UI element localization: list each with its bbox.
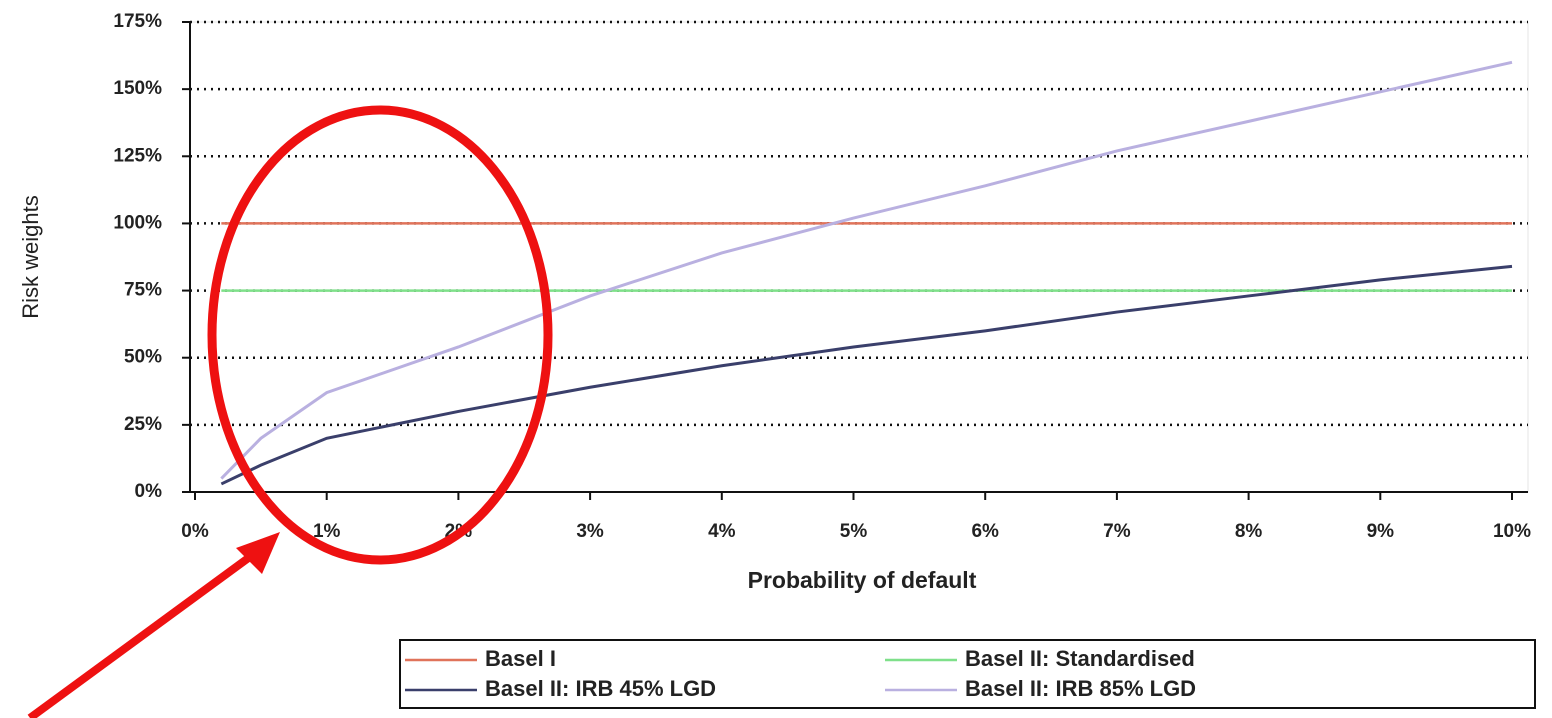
x-tick-label: 4%	[708, 521, 736, 542]
x-tick-label: 6%	[971, 521, 999, 542]
series-line	[220, 264, 1513, 486]
legend-label: Basel II: IRB 85% LGD	[965, 676, 1196, 701]
annotation-arrowhead	[236, 532, 280, 574]
y-tick-label: 175%	[113, 11, 162, 32]
legend-label: Basel II: Standardised	[965, 646, 1195, 671]
y-axis-label: Risk weights	[18, 195, 43, 318]
y-tick-label: 150%	[113, 78, 162, 99]
y-tick-label: 50%	[124, 347, 162, 368]
y-tick-label: 100%	[113, 212, 162, 233]
y-tick-label: 0%	[135, 481, 163, 502]
x-tick-label: 7%	[1103, 521, 1131, 542]
x-tick-label: 9%	[1367, 521, 1395, 542]
x-tick-label: 1%	[313, 521, 341, 542]
annotation-ellipse	[207, 105, 553, 565]
x-tick-label: 3%	[576, 521, 604, 542]
x-tick-label: 5%	[840, 521, 868, 542]
y-tick-label: 125%	[113, 145, 162, 166]
x-axis-label: Probability of default	[748, 567, 977, 593]
series-line	[220, 60, 1513, 480]
x-tick-label: 10%	[1493, 521, 1531, 542]
plot: 0%25%50%75%100%125%150%175%0% 1% 2% 3% 4% 5% 6…	[113, 11, 1531, 542]
y-tick-label: 25%	[124, 414, 162, 435]
legend-label: Basel I	[485, 646, 556, 671]
y-tick-label: 75%	[124, 280, 162, 301]
annotation-arrow	[27, 544, 265, 718]
legend-label: Basel II: IRB 45% LGD	[485, 676, 716, 701]
legend-box	[399, 639, 1536, 709]
x-tick-label: 8%	[1235, 521, 1263, 542]
plot-area	[189, 21, 1529, 493]
x-tick-label: 0%	[181, 521, 209, 542]
